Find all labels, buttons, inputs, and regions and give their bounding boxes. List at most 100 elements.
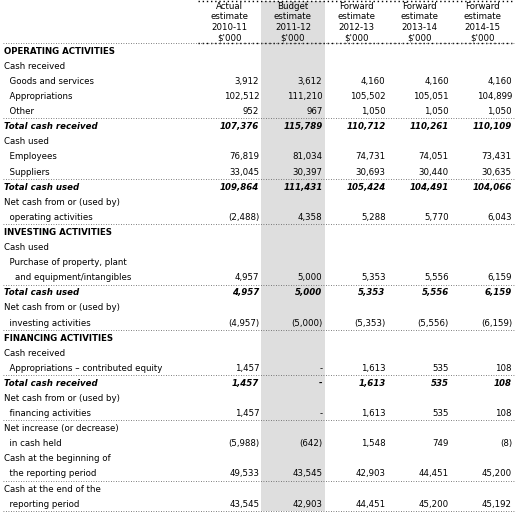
Text: 111,210: 111,210: [287, 92, 322, 101]
Text: 45,200: 45,200: [482, 470, 512, 479]
Text: 74,051: 74,051: [419, 153, 449, 161]
Text: Cash at the end of the: Cash at the end of the: [4, 484, 101, 494]
Text: 6,159: 6,159: [485, 288, 512, 297]
Text: Appropriations: Appropriations: [4, 92, 73, 101]
Text: Net cash from or (used by): Net cash from or (used by): [4, 198, 120, 207]
Text: Total cash received: Total cash received: [4, 122, 98, 131]
Text: 44,451: 44,451: [355, 500, 386, 509]
Text: Net cash from or (used by): Net cash from or (used by): [4, 394, 120, 403]
Text: 105,051: 105,051: [413, 92, 449, 101]
Text: estimate: estimate: [337, 12, 375, 22]
Text: 107,376: 107,376: [220, 122, 260, 131]
Text: 4,957: 4,957: [232, 288, 260, 297]
Text: 4,957: 4,957: [235, 273, 260, 282]
Text: (6,159): (6,159): [481, 318, 512, 328]
Text: 108: 108: [494, 379, 512, 388]
Text: Cash used: Cash used: [4, 137, 49, 146]
Text: estimate: estimate: [211, 12, 249, 22]
Text: Goods and services: Goods and services: [4, 77, 94, 86]
Text: estimate: estimate: [464, 12, 502, 22]
Text: 110,261: 110,261: [409, 122, 449, 131]
Text: estimate: estimate: [400, 12, 438, 22]
Text: 110,109: 110,109: [473, 122, 512, 131]
Text: $'000: $'000: [218, 33, 242, 42]
Text: operating activities: operating activities: [4, 213, 93, 222]
Text: 73,431: 73,431: [482, 153, 512, 161]
Text: Cash used: Cash used: [4, 243, 49, 252]
Text: 4,358: 4,358: [298, 213, 322, 222]
Text: financing activities: financing activities: [4, 409, 91, 418]
Text: 76,819: 76,819: [229, 153, 260, 161]
Text: 33,045: 33,045: [229, 167, 260, 177]
Text: Other: Other: [4, 107, 34, 116]
Text: 1,457: 1,457: [235, 409, 260, 418]
Text: Total cash used: Total cash used: [4, 288, 79, 297]
Text: reporting period: reporting period: [4, 500, 79, 509]
Text: (5,353): (5,353): [354, 318, 386, 328]
Text: and equipment/intangibles: and equipment/intangibles: [4, 273, 131, 282]
Text: 49,533: 49,533: [229, 470, 260, 479]
Text: in cash held: in cash held: [4, 439, 62, 449]
Text: 535: 535: [432, 364, 449, 373]
Text: 81,034: 81,034: [293, 153, 322, 161]
Text: 3,612: 3,612: [298, 77, 322, 86]
Text: INVESTING ACTIVITIES: INVESTING ACTIVITIES: [4, 228, 112, 237]
Text: $'000: $'000: [281, 33, 305, 42]
Text: Budget: Budget: [278, 2, 308, 11]
Text: 110,712: 110,712: [347, 122, 386, 131]
Text: 108: 108: [495, 364, 512, 373]
Text: 1,457: 1,457: [232, 379, 260, 388]
Text: 104,066: 104,066: [473, 183, 512, 191]
Text: Cash received: Cash received: [4, 62, 65, 71]
Text: investing activities: investing activities: [4, 318, 91, 328]
Text: 105,424: 105,424: [347, 183, 386, 191]
Text: 111,431: 111,431: [283, 183, 322, 191]
Text: Appropriations – contributed equity: Appropriations – contributed equity: [4, 364, 163, 373]
Text: 4,160: 4,160: [424, 77, 449, 86]
Text: Forward: Forward: [402, 2, 437, 11]
Text: Net increase (or decrease): Net increase (or decrease): [4, 424, 119, 433]
Text: 45,192: 45,192: [482, 500, 512, 509]
Text: (2,488): (2,488): [228, 213, 260, 222]
Text: 2010-11: 2010-11: [212, 23, 248, 32]
Text: Forward: Forward: [465, 2, 500, 11]
Text: (5,556): (5,556): [418, 318, 449, 328]
Text: -: -: [319, 364, 322, 373]
Text: Purchase of property, plant: Purchase of property, plant: [4, 258, 127, 267]
Text: 43,545: 43,545: [229, 500, 260, 509]
Text: 42,903: 42,903: [293, 500, 322, 509]
Text: 44,451: 44,451: [419, 470, 449, 479]
Text: 108: 108: [495, 409, 512, 418]
Text: (5,000): (5,000): [291, 318, 322, 328]
Text: 115,789: 115,789: [283, 122, 322, 131]
Bar: [262, 1, 324, 511]
Text: 2013-14: 2013-14: [401, 23, 437, 32]
Text: Total cash received: Total cash received: [4, 379, 98, 388]
Text: 43,545: 43,545: [293, 470, 322, 479]
Text: (8): (8): [500, 439, 512, 449]
Text: 1,613: 1,613: [361, 409, 386, 418]
Text: $'000: $'000: [344, 33, 368, 42]
Text: 1,050: 1,050: [487, 107, 512, 116]
Text: 952: 952: [243, 107, 260, 116]
Text: 105,502: 105,502: [350, 92, 386, 101]
Text: 74,731: 74,731: [355, 153, 386, 161]
Text: $'000: $'000: [470, 33, 494, 42]
Text: 104,899: 104,899: [476, 92, 512, 101]
Text: 30,635: 30,635: [482, 167, 512, 177]
Text: 4,160: 4,160: [361, 77, 386, 86]
Text: Employees: Employees: [4, 153, 57, 161]
Text: 5,288: 5,288: [361, 213, 386, 222]
Text: 6,159: 6,159: [487, 273, 512, 282]
Text: 749: 749: [433, 439, 449, 449]
Text: estimate: estimate: [274, 12, 312, 22]
Text: 5,000: 5,000: [298, 273, 322, 282]
Text: (4,957): (4,957): [228, 318, 260, 328]
Text: 535: 535: [431, 379, 449, 388]
Text: OPERATING ACTIVITIES: OPERATING ACTIVITIES: [4, 47, 115, 56]
Text: 1,613: 1,613: [358, 379, 386, 388]
Text: 4,160: 4,160: [487, 77, 512, 86]
Text: Forward: Forward: [339, 2, 373, 11]
Text: 2014-15: 2014-15: [465, 23, 501, 32]
Text: Total cash used: Total cash used: [4, 183, 79, 191]
